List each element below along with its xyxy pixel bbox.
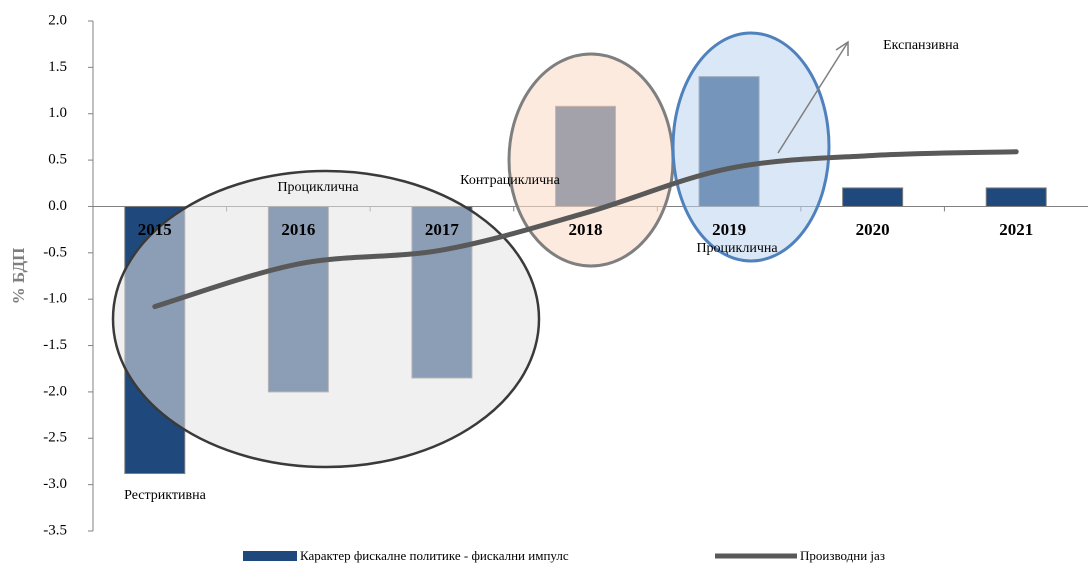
- annotation: Контрациклична: [460, 173, 560, 188]
- bar: [842, 187, 904, 207]
- y-tick-label: -2.0: [43, 383, 67, 399]
- x-tick-label: 2016: [281, 220, 315, 239]
- y-tick-label: 2.0: [48, 12, 67, 28]
- line-layer: [152, 149, 1019, 310]
- x-tick-label: 2020: [856, 220, 890, 239]
- y-tick-label: 1.5: [48, 59, 67, 75]
- bar: [985, 187, 1047, 207]
- annotation: Експанзивна: [883, 38, 960, 53]
- y-tick-label: -3.0: [43, 476, 67, 492]
- x-tick-label: 2015: [138, 220, 172, 239]
- y-tick-label: 0.0: [48, 198, 67, 214]
- y-tick-label: -2.5: [43, 430, 67, 446]
- legend: Карактер фискалне политике - фискални им…: [243, 548, 885, 563]
- annotation: Проциклична: [696, 241, 778, 256]
- annotation: Рестриктивна: [124, 488, 206, 503]
- ellipse-gray: [111, 169, 541, 469]
- legend-swatch: [243, 551, 297, 561]
- x-tick-label: 2018: [569, 220, 603, 239]
- annotation: Проциклична: [277, 180, 359, 195]
- line: [152, 149, 1019, 310]
- x-tick-label: 2021: [999, 220, 1033, 239]
- x-tick-label: 2017: [425, 220, 460, 239]
- y-tick-label: -0.5: [43, 244, 67, 260]
- y-tick-label: -1.0: [43, 291, 67, 307]
- y-axis-label: % БДП: [9, 248, 28, 305]
- arrow: [777, 40, 849, 154]
- legend-label: Производни јаз: [800, 548, 885, 563]
- category-labels: 2015 2016 2017 2018 2019 2020 2021: [138, 220, 1033, 239]
- y-tick-label: 1.0: [48, 105, 67, 121]
- x-tick-label: 2019: [712, 220, 746, 239]
- ellipse-blue: [671, 31, 831, 263]
- y-tick-label: -1.5: [43, 337, 67, 353]
- legend-label: Карактер фискалне политике - фискални им…: [300, 548, 569, 563]
- y-tick-label: -3.5: [43, 522, 67, 538]
- y-tick-label: 0.5: [48, 152, 67, 168]
